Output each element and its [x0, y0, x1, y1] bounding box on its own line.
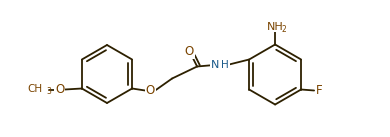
Text: 2: 2 — [282, 25, 287, 34]
Text: O: O — [55, 83, 64, 96]
Text: CH: CH — [28, 85, 43, 95]
Text: O: O — [184, 45, 194, 58]
Text: F: F — [316, 84, 323, 97]
Text: NH: NH — [267, 22, 284, 32]
Text: O: O — [145, 84, 155, 97]
Text: N: N — [211, 59, 219, 69]
Text: H: H — [221, 59, 229, 69]
Text: 3: 3 — [47, 88, 52, 96]
